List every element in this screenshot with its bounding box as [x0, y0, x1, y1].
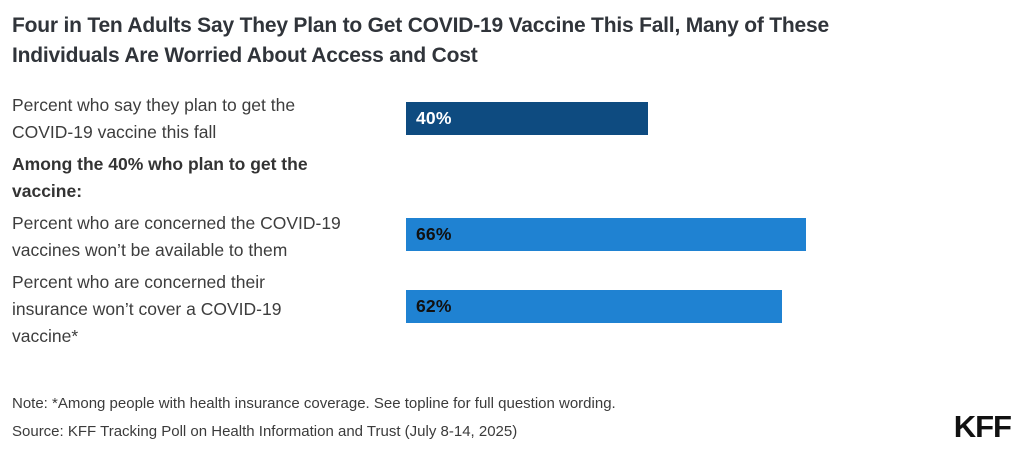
bar-insurance-coverage-concern: 62%	[406, 290, 782, 323]
kff-logo: KFF	[953, 409, 1012, 444]
bar-label-insurance-coverage-concern: Percent who are concerned their insuranc…	[12, 272, 282, 346]
bar-plan-to-get-vaccine: 40%	[406, 102, 648, 135]
bar-value-label: 62%	[416, 296, 452, 316]
bar-label-vaccine-availability-concern: Percent who are concerned the COVID-19 v…	[12, 213, 341, 260]
section-heading-among-40-percent: Among the 40% who plan to get the vaccin…	[12, 154, 308, 201]
bar-vaccine-availability-concern: 66%	[406, 218, 806, 251]
bar-value-label: 66%	[416, 224, 452, 244]
source-text: Source: KFF Tracking Poll on Health Info…	[12, 423, 518, 440]
bar-label-plan-to-get-vaccine: Percent who say they plan to get the COV…	[12, 95, 296, 142]
bar-value-label: 40%	[416, 108, 452, 128]
page-title: Four in Ten Adults Say They Plan to Get …	[12, 14, 829, 67]
note-text: Note: *Among people with health insuranc…	[12, 395, 616, 412]
